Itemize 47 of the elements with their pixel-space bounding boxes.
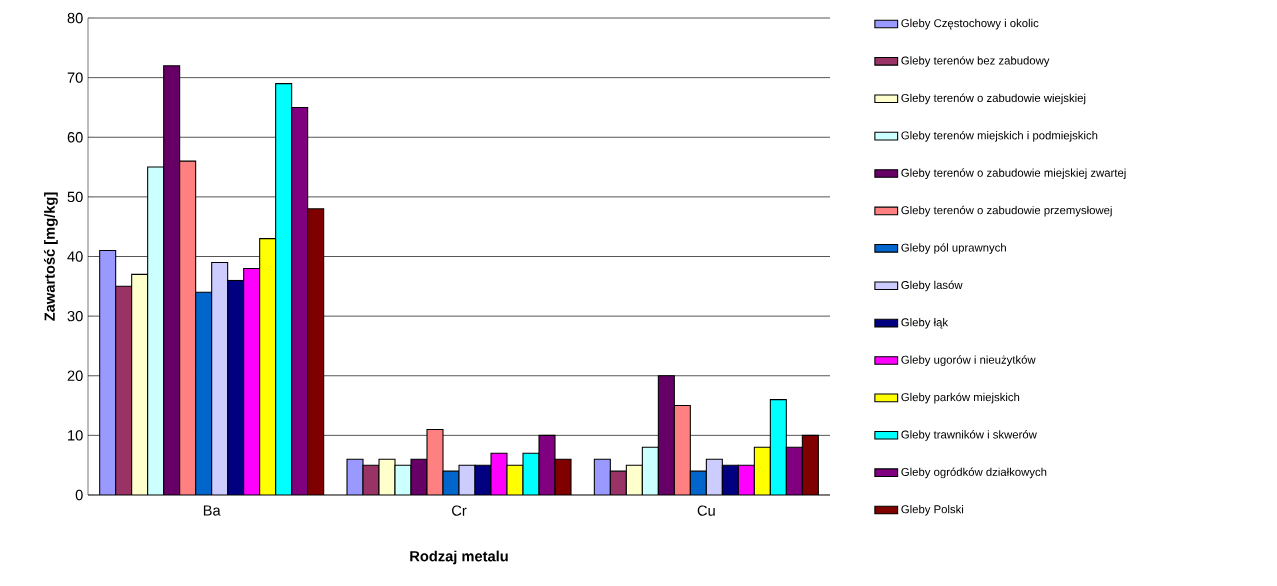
x-tick-label: Cr: [452, 505, 467, 516]
y-tick-label: 40: [67, 251, 83, 262]
y-tick-label: 80: [67, 12, 83, 24]
bar: [147, 167, 164, 495]
y-axis-title: Zawartość [mg/kg]: [43, 192, 58, 321]
bar: [131, 274, 148, 495]
legend-label: Gleby ogródków działkowych: [901, 467, 1047, 479]
y-tick-label: 50: [67, 191, 83, 203]
x-tick-label: Ba: [203, 505, 221, 516]
legend-label: Gleby lasów: [901, 280, 963, 292]
legend-label: Gleby terenów o zabudowie wiejskiej: [901, 93, 1086, 105]
legend-label: Gleby terenów miejskich i podmiejskich: [901, 130, 1098, 142]
bar: [99, 250, 116, 495]
bar: [291, 107, 308, 495]
y-tick-label: 30: [67, 310, 83, 322]
bar: [211, 262, 228, 495]
legend-label: Gleby terenów bez zabudowy: [901, 56, 1050, 67]
bar: [163, 65, 180, 495]
y-tick-label: 10: [68, 430, 83, 441]
bar: [307, 208, 324, 495]
legend-label: Gleby łąk: [901, 318, 949, 329]
legend-label: Gleby terenów o zabudowie miejskiej zwartej: [901, 168, 1126, 180]
legend-label: Gleby Częstochowy i okolic: [901, 18, 1039, 30]
bar: [115, 286, 132, 495]
x-axis-title: Rodzaj metalu: [410, 550, 508, 565]
legend-label: Gleby pól uprawnych: [901, 243, 1006, 254]
legend-label: Gleby ugorów i nieużytków: [901, 355, 1036, 366]
legend-label: Gleby trawników i skwerów: [901, 430, 1037, 441]
y-tick-label: 20: [67, 370, 83, 381]
bar: [641, 446, 659, 495]
bar: [243, 268, 260, 495]
bar: [259, 238, 276, 495]
legend-label: Gleby terenów o zabudowie przemysłowej: [901, 205, 1112, 217]
bar: [801, 434, 819, 495]
legend-label: Gleby Polski: [901, 504, 964, 516]
bar: [195, 292, 212, 495]
bar: [227, 280, 244, 495]
bar: [753, 446, 771, 495]
bar: [657, 375, 675, 495]
y-tick-label: 0: [75, 489, 83, 501]
bar: [673, 405, 691, 495]
bar: [785, 446, 803, 495]
x-tick-label: Cu: [697, 505, 715, 516]
legend-label: Gleby parków miejskich: [901, 392, 1020, 404]
y-tick-label: 60: [67, 132, 83, 143]
bar: [179, 161, 196, 495]
y-tick-label: 70: [67, 72, 83, 83]
